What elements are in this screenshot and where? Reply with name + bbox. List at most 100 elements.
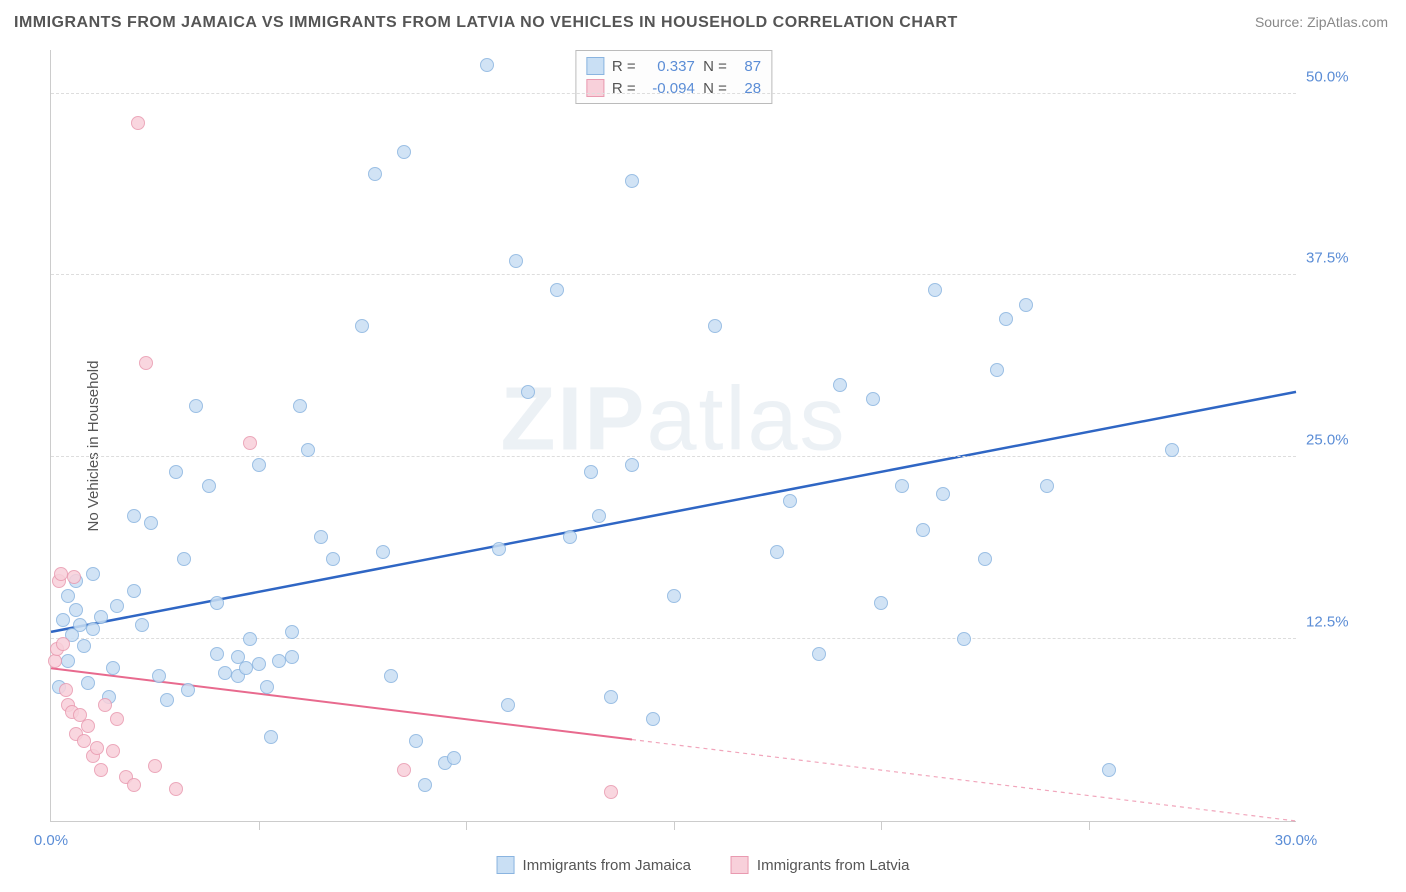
data-point bbox=[152, 669, 166, 683]
chart-title: IMMIGRANTS FROM JAMAICA VS IMMIGRANTS FR… bbox=[14, 14, 958, 32]
x-minor-tick bbox=[1089, 822, 1090, 830]
data-point bbox=[783, 494, 797, 508]
y-tick-label: 50.0% bbox=[1306, 68, 1376, 85]
data-point bbox=[584, 465, 598, 479]
data-point bbox=[59, 683, 73, 697]
data-point bbox=[127, 509, 141, 523]
data-point bbox=[169, 465, 183, 479]
data-point bbox=[770, 545, 784, 559]
data-point bbox=[77, 639, 91, 653]
gridline bbox=[51, 638, 1296, 639]
data-point bbox=[1165, 443, 1179, 457]
data-point bbox=[94, 763, 108, 777]
data-point bbox=[1040, 479, 1054, 493]
data-point bbox=[260, 680, 274, 694]
data-point bbox=[69, 603, 83, 617]
data-point bbox=[592, 509, 606, 523]
data-point bbox=[202, 479, 216, 493]
data-point bbox=[293, 399, 307, 413]
data-point bbox=[177, 552, 191, 566]
data-point bbox=[916, 523, 930, 537]
chart-container: IMMIGRANTS FROM JAMAICA VS IMMIGRANTS FR… bbox=[0, 0, 1406, 892]
data-point bbox=[509, 254, 523, 268]
data-point bbox=[866, 392, 880, 406]
data-point bbox=[326, 552, 340, 566]
data-point bbox=[189, 399, 203, 413]
data-point bbox=[928, 283, 942, 297]
correlation-text: R = 0.337 N = 87 bbox=[612, 58, 761, 75]
data-point bbox=[144, 516, 158, 530]
legend-item: Immigrants from Jamaica bbox=[497, 856, 691, 874]
data-point bbox=[521, 385, 535, 399]
correlation-text: R = -0.094 N = 28 bbox=[612, 80, 761, 97]
data-point bbox=[67, 570, 81, 584]
data-point bbox=[812, 647, 826, 661]
data-point bbox=[243, 436, 257, 450]
data-point bbox=[936, 487, 950, 501]
data-point bbox=[106, 661, 120, 675]
data-point bbox=[81, 676, 95, 690]
data-point bbox=[625, 458, 639, 472]
data-point bbox=[409, 734, 423, 748]
data-point bbox=[1019, 298, 1033, 312]
series-legend: Immigrants from JamaicaImmigrants from L… bbox=[497, 856, 910, 874]
data-point bbox=[492, 542, 506, 556]
data-point bbox=[56, 637, 70, 651]
data-point bbox=[181, 683, 195, 697]
x-tick-label: 30.0% bbox=[1275, 832, 1318, 849]
data-point bbox=[135, 618, 149, 632]
swatch-icon bbox=[586, 57, 604, 75]
data-point bbox=[376, 545, 390, 559]
y-tick-label: 37.5% bbox=[1306, 250, 1376, 267]
data-point bbox=[110, 712, 124, 726]
data-point bbox=[98, 698, 112, 712]
data-point bbox=[160, 693, 174, 707]
gridline bbox=[51, 274, 1296, 275]
data-point bbox=[210, 647, 224, 661]
data-point bbox=[447, 751, 461, 765]
correlation-legend: R = 0.337 N = 87 R = -0.094 N = 28 bbox=[575, 50, 772, 104]
data-point bbox=[501, 698, 515, 712]
data-point bbox=[94, 610, 108, 624]
x-minor-tick bbox=[466, 822, 467, 830]
data-point bbox=[210, 596, 224, 610]
data-point bbox=[243, 632, 257, 646]
source-attribution: Source: ZipAtlas.com bbox=[1255, 14, 1388, 30]
data-point bbox=[563, 530, 577, 544]
data-point bbox=[285, 625, 299, 639]
gridline bbox=[51, 456, 1296, 457]
data-point bbox=[139, 356, 153, 370]
swatch-icon bbox=[497, 856, 515, 874]
data-point bbox=[999, 312, 1013, 326]
swatch-icon bbox=[731, 856, 749, 874]
data-point bbox=[1102, 763, 1116, 777]
gridline bbox=[51, 93, 1296, 94]
data-point bbox=[384, 669, 398, 683]
data-point bbox=[604, 785, 618, 799]
legend-label: Immigrants from Jamaica bbox=[523, 857, 691, 874]
data-point bbox=[285, 650, 299, 664]
data-point bbox=[127, 778, 141, 792]
correlation-row: R = 0.337 N = 87 bbox=[586, 55, 761, 77]
data-point bbox=[252, 657, 266, 671]
swatch-icon bbox=[586, 79, 604, 97]
data-point bbox=[86, 567, 100, 581]
data-point bbox=[480, 58, 494, 72]
data-point bbox=[127, 584, 141, 598]
data-point bbox=[110, 599, 124, 613]
data-point bbox=[895, 479, 909, 493]
data-point bbox=[148, 759, 162, 773]
correlation-row: R = -0.094 N = 28 bbox=[586, 77, 761, 99]
x-minor-tick bbox=[881, 822, 882, 830]
data-point bbox=[625, 174, 639, 188]
x-tick-label: 0.0% bbox=[34, 832, 68, 849]
data-point bbox=[978, 552, 992, 566]
data-point bbox=[314, 530, 328, 544]
data-point bbox=[169, 782, 183, 796]
data-point bbox=[355, 319, 369, 333]
data-point bbox=[90, 741, 104, 755]
data-point bbox=[56, 613, 70, 627]
data-point bbox=[833, 378, 847, 392]
data-point bbox=[397, 145, 411, 159]
data-point bbox=[874, 596, 888, 610]
